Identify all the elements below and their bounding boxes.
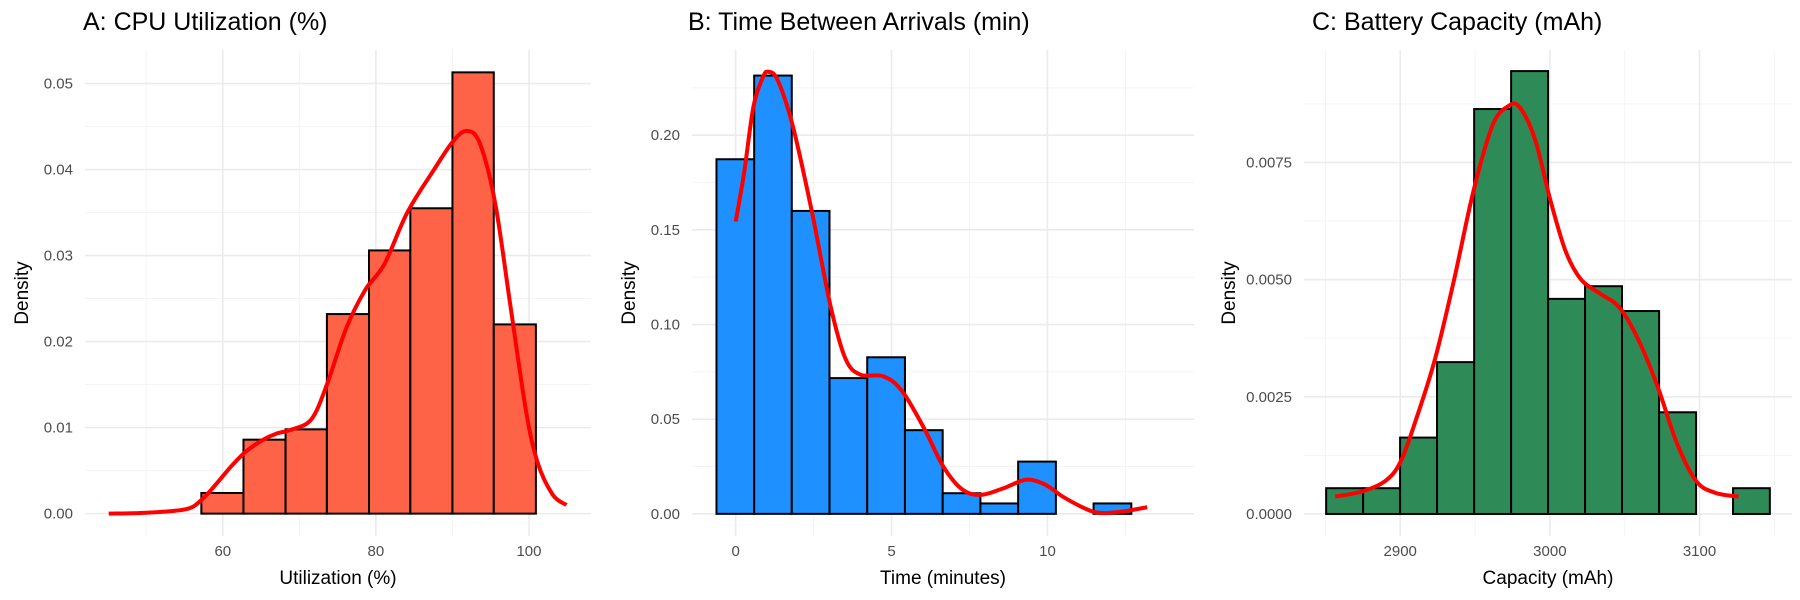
- histogram-bar: [1436, 361, 1476, 515]
- panel-title: C: Battery Capacity (mAh): [1312, 8, 1602, 36]
- y-axis-title: Density: [619, 261, 640, 325]
- x-tick-label: 100: [516, 543, 541, 560]
- y-tick-label: 0.05: [44, 76, 73, 93]
- y-tick-label: 0.03: [44, 248, 73, 265]
- y-tick-label: 0.15: [651, 222, 680, 239]
- histogram-bar: [1584, 285, 1624, 515]
- histogram-bar: [284, 428, 328, 515]
- y-tick-label: 0.05: [651, 411, 680, 428]
- y-tick-label: 0.04: [44, 162, 73, 179]
- y-axis-title: Density: [12, 261, 33, 325]
- x-tick-label: 3100: [1683, 543, 1716, 560]
- x-axis-title: Capacity (mAh): [1483, 568, 1614, 589]
- panel-title: A: CPU Utilization (%): [83, 8, 328, 36]
- panel-c: 0.0000 0.0025 0.0050 0.0075 2900 3000 3100 C: B…: [1219, 8, 1792, 589]
- x-tick-label: 5: [887, 543, 895, 560]
- panel-title: B: Time Between Arrivals (min): [688, 8, 1030, 36]
- x-axis-title: Utilization (%): [279, 568, 396, 589]
- y-tick-label: 0.00: [651, 506, 680, 523]
- y-tick-label: 0.20: [651, 127, 680, 144]
- y-tick-label: 0.0075: [1246, 154, 1292, 171]
- histogram-bar: [242, 438, 287, 515]
- histogram-bar: [866, 356, 906, 515]
- density-curve: [108, 128, 568, 516]
- x-tick-label: 3000: [1533, 543, 1566, 560]
- panel-a: 0.00 0.01 0.02 0.03 0.04 0.05 60 80 100 A: CPU Ut…: [12, 8, 591, 589]
- y-tick-label: 0.00: [44, 506, 73, 523]
- density-curve: [1334, 101, 1739, 499]
- y-tick-label: 0.10: [651, 317, 680, 334]
- histogram-bar: [753, 74, 793, 515]
- x-tick-label: 10: [1039, 543, 1056, 560]
- histogram-bar: [1547, 297, 1587, 515]
- histogram-bar: [325, 313, 371, 515]
- histogram-bar: [368, 249, 412, 515]
- histogram-bar: [790, 209, 831, 515]
- density-curve: [733, 69, 1148, 516]
- x-tick-label: 2900: [1384, 543, 1417, 560]
- x-tick-label: 60: [214, 543, 231, 560]
- y-tick-label: 0.0000: [1246, 506, 1292, 523]
- histogram-bar: [1732, 487, 1771, 515]
- histogram-bar: [492, 323, 537, 515]
- histogram-bar: [828, 377, 869, 515]
- histogram-bar: [1658, 411, 1698, 515]
- histogram-bar: [451, 71, 495, 515]
- y-tick-label: 0.0050: [1246, 272, 1292, 289]
- histogram-bar: [409, 207, 454, 515]
- y-tick-label: 0.01: [44, 420, 73, 437]
- y-tick-label: 0.02: [44, 334, 73, 351]
- histogram-bar: [903, 429, 944, 515]
- histogram-bar: [1510, 70, 1550, 515]
- histogram-bar: [1362, 487, 1402, 515]
- y-tick-label: 0.0025: [1246, 389, 1292, 406]
- x-tick-label: 0: [731, 543, 739, 560]
- x-tick-label: 80: [368, 543, 385, 560]
- y-axis-title: Density: [1219, 261, 1240, 325]
- x-axis-title: Time (minutes): [880, 568, 1006, 589]
- panel-b: 0.00 0.05 0.10 0.15 0.20 0 5 10 B: Time Between …: [619, 8, 1194, 589]
- histogram-bar: [979, 502, 1020, 515]
- histogram-bar: [1473, 108, 1513, 515]
